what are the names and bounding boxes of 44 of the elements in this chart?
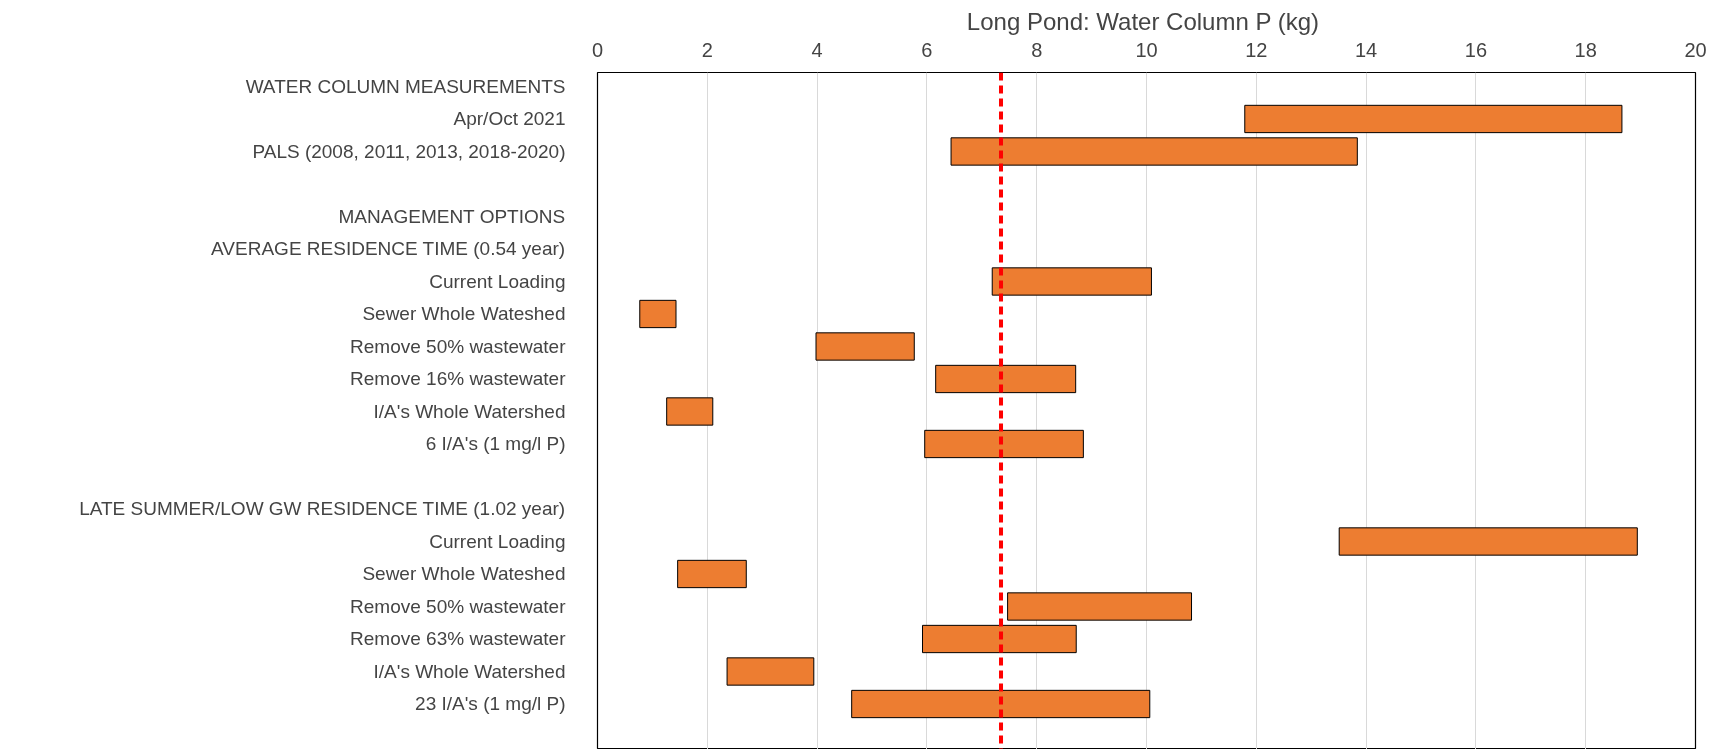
bar	[922, 624, 1077, 654]
bar	[924, 429, 1084, 459]
y-tick-label: I/A's Whole Watershed	[373, 661, 566, 682]
bar	[815, 332, 915, 361]
bar	[726, 657, 815, 686]
y-tick-label: AVERAGE RESIDENCE TIME (0.54 year)	[211, 238, 566, 260]
bar	[677, 559, 747, 589]
x-tick-label: 6	[921, 38, 933, 61]
y-tick-label: I/A's Whole Watershed	[373, 400, 566, 422]
y-tick-label: Apr/Oct 2021	[453, 108, 566, 130]
bar	[1338, 527, 1638, 556]
bar	[1244, 104, 1623, 134]
y-tick-label: Current Loading	[429, 270, 566, 292]
y-tick-label: Sewer Whole Wateshed	[362, 563, 566, 585]
x-tick-label: 16	[1464, 38, 1488, 61]
y-tick-label: Sewer Whole Wateshed	[362, 303, 566, 325]
y-tick-label: MANAGEMENT OPTIONS	[338, 205, 566, 227]
y-tick-label: LATE SUMMER/LOW GW RESIDENCE TIME (1.02 year)	[79, 498, 566, 520]
x-tick-label: 14	[1354, 38, 1378, 61]
bar	[991, 267, 1152, 296]
bar	[666, 397, 714, 426]
x-tick-label: 12	[1245, 38, 1268, 61]
y-tick-label: PALS (2008, 2011, 2013, 2018-2020)	[252, 140, 566, 162]
y-tick-label: Remove 16% wastewater	[350, 368, 567, 390]
y-tick-label: WATER COLUMN MEASUREMENTS	[245, 75, 566, 97]
y-tick-label: Remove 50% wastewater	[350, 335, 567, 357]
y-tick-label: Remove 50% wastewater	[350, 595, 567, 617]
x-tick-label: 4	[811, 38, 823, 61]
bar	[935, 364, 1077, 394]
x-tick-label: 2	[701, 38, 713, 61]
bar	[950, 137, 1358, 166]
x-tick-label: 10	[1135, 38, 1158, 61]
y-tick-label: 23 I/A's (1 mg/l P)	[415, 693, 566, 715]
chart-title: Long Pond: Water Column P (kg)	[966, 7, 1320, 35]
x-tick-label: 8	[1031, 38, 1043, 61]
x-tick-label: 0	[591, 38, 604, 61]
bar	[639, 299, 677, 329]
y-tick-label: Current Loading	[429, 530, 566, 552]
bar	[1007, 592, 1193, 621]
x-tick-label: 20	[1684, 38, 1707, 61]
y-tick-label: 6 I/A's (1 mg/l P)	[425, 433, 566, 455]
y-tick-label: Remove 63% wastewater	[350, 628, 567, 650]
bar	[851, 689, 1151, 719]
x-tick-label: 18	[1574, 38, 1597, 61]
